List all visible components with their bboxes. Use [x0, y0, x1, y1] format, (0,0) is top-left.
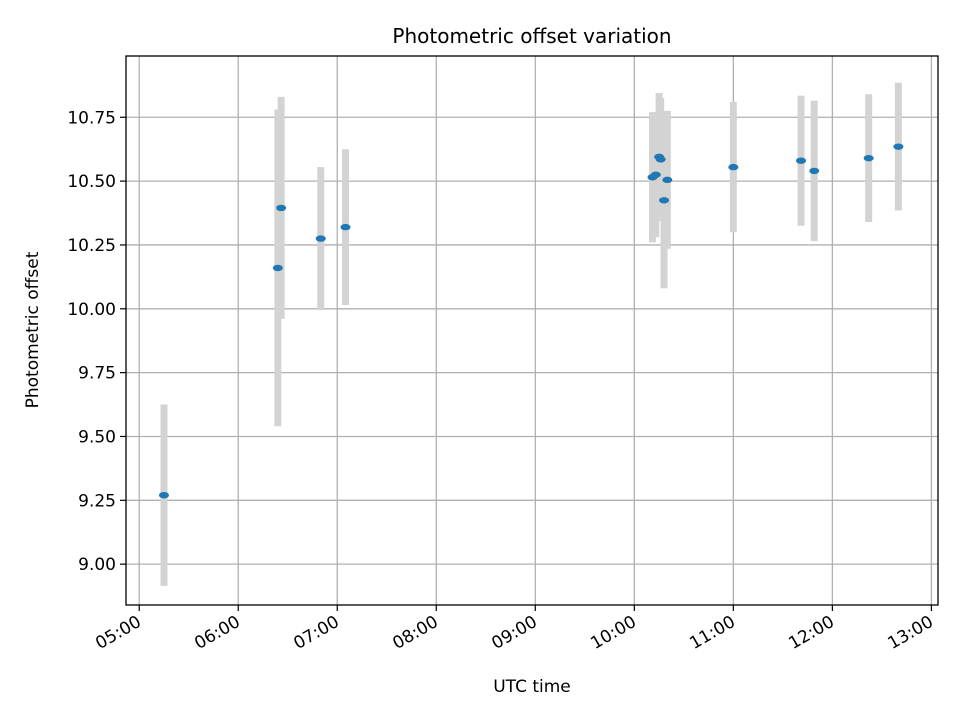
y-tick-label: 9.25	[78, 491, 116, 511]
y-tick-label: 10.00	[67, 300, 116, 320]
y-tick-label: 9.75	[78, 364, 116, 384]
data-point	[272, 264, 283, 272]
data-points	[158, 143, 904, 499]
y-tick-label: 10.25	[67, 236, 116, 256]
y-axis-ticks: 9.00 9.25 9.50 9.75 10.00 10.25 10.50 10.75	[67, 108, 126, 575]
data-point	[158, 492, 169, 499]
y-tick-label: 9.00	[78, 555, 116, 575]
x-gridlines	[138, 56, 933, 605]
data-point	[809, 167, 820, 175]
x-axis-title: UTC time	[493, 677, 571, 697]
data-point	[893, 143, 904, 150]
data-point	[655, 156, 666, 163]
data-point	[650, 171, 661, 178]
y-axis-title: Photometric offset	[23, 251, 43, 408]
y-tick-label: 10.50	[67, 172, 116, 192]
data-point	[728, 163, 739, 171]
data-point	[315, 235, 326, 242]
data-point	[863, 154, 874, 162]
y-tick-label: 10.75	[67, 108, 116, 128]
y-gridlines	[126, 116, 938, 565]
plot-frame	[125, 55, 939, 606]
data-point	[276, 204, 287, 212]
y-tick-label: 9.50	[78, 427, 116, 447]
chart-title: Photometric offset variation	[392, 24, 671, 48]
data-point	[796, 157, 807, 164]
data-point	[662, 176, 673, 184]
data-point	[340, 223, 351, 231]
data-point	[659, 197, 670, 204]
